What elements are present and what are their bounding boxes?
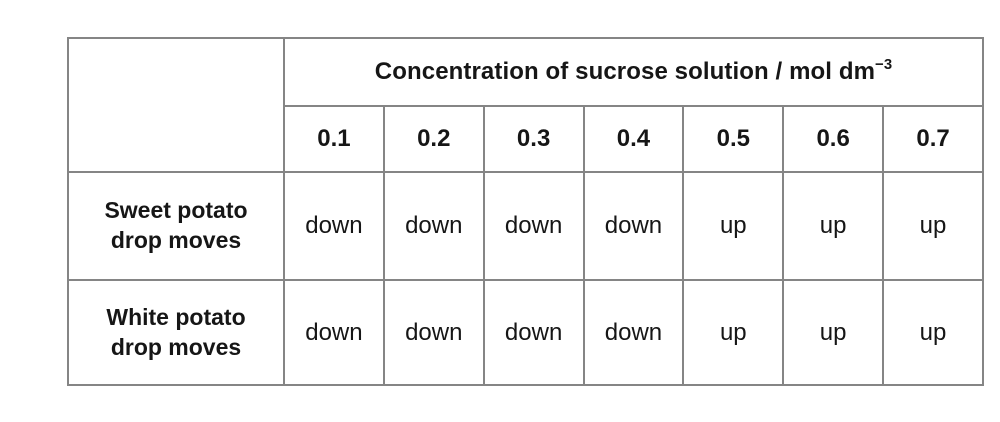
data-cell: down bbox=[382, 171, 485, 281]
osmosis-results-table: Concentration of sucrose solution / mol … bbox=[67, 37, 984, 386]
concentration-header-cell: 0.6 bbox=[782, 105, 885, 173]
row-label-white-potato: White potato drop moves bbox=[67, 279, 285, 386]
data-cell: down bbox=[283, 171, 385, 281]
blank-corner-cell bbox=[67, 37, 285, 173]
column-group-header: Concentration of sucrose solution / mol … bbox=[283, 37, 984, 107]
table-row-white-potato: White potato drop moves down down down d… bbox=[67, 279, 984, 386]
data-cell: down bbox=[582, 279, 685, 386]
data-cell: down bbox=[382, 279, 485, 386]
data-cell: down bbox=[482, 279, 585, 386]
concentration-header-row: 0.1 0.2 0.3 0.4 0.5 0.6 0.7 bbox=[68, 105, 984, 173]
column-group-header-superscript: −3 bbox=[875, 57, 893, 73]
concentration-header-cell: 0.4 bbox=[582, 105, 685, 173]
data-cell: down bbox=[582, 171, 685, 281]
concentration-header-cell: 0.2 bbox=[382, 105, 485, 173]
concentration-header-cell: 0.7 bbox=[882, 105, 984, 173]
data-cell: down bbox=[482, 171, 585, 281]
concentration-header-cell: 0.5 bbox=[682, 105, 785, 173]
data-cell: up bbox=[782, 171, 885, 281]
concentration-header-cell: 0.1 bbox=[283, 105, 385, 173]
column-group-header-text: Concentration of sucrose solution / mol … bbox=[374, 58, 876, 85]
data-cell: up bbox=[882, 279, 984, 386]
data-cell: up bbox=[682, 279, 785, 386]
data-cell: up bbox=[782, 279, 885, 386]
data-cell: down bbox=[283, 279, 385, 386]
data-cell: up bbox=[682, 171, 785, 281]
concentration-header-cell: 0.3 bbox=[482, 105, 585, 173]
group-header-row: Concentration of sucrose solution / mol … bbox=[67, 37, 984, 173]
row-label-sweet-potato: Sweet potato drop moves bbox=[67, 171, 285, 281]
data-cell: up bbox=[882, 171, 984, 281]
table-row-sweet-potato: Sweet potato drop moves down down down d… bbox=[67, 171, 984, 281]
